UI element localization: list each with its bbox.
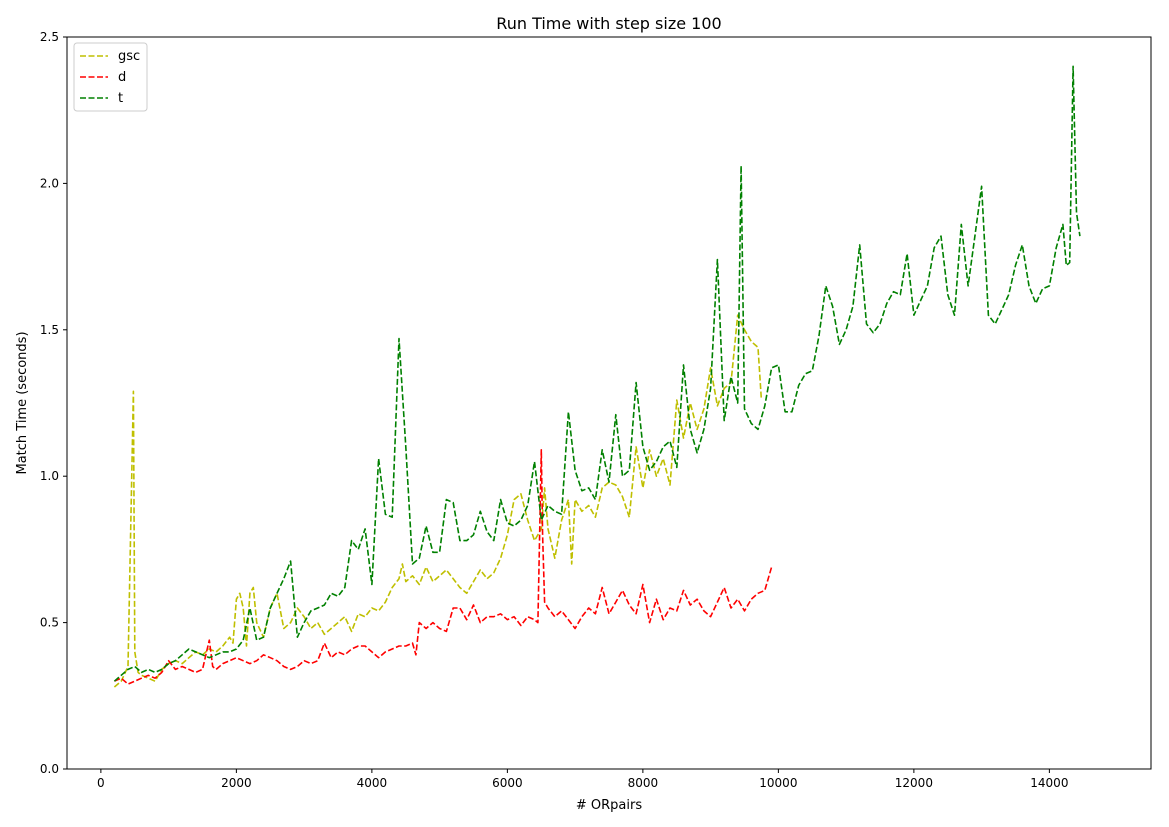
x-tick-label: 0 <box>97 776 105 790</box>
x-tick-label: 4000 <box>357 776 388 790</box>
y-tick-label: 0.5 <box>40 616 59 630</box>
chart-title: Run Time with step size 100 <box>496 14 721 33</box>
y-tick-label: 1.0 <box>40 469 59 483</box>
legend-label-t: t <box>118 91 123 106</box>
y-tick-label: 0.0 <box>40 762 59 776</box>
y-tick-label: 1.5 <box>40 323 59 337</box>
legend-box <box>73 42 148 112</box>
series-layer <box>113 65 1081 688</box>
x-tick-label: 6000 <box>492 776 523 790</box>
legend-label-d: d <box>118 70 126 85</box>
plot-frame <box>66 36 1152 770</box>
series-line-t <box>113 65 1081 682</box>
x-axis-label: # ORpairs <box>576 798 642 813</box>
x-tick-label: 10000 <box>759 776 797 790</box>
x-tick-label: 8000 <box>628 776 659 790</box>
series-line-d <box>114 448 773 685</box>
x-axis: 0 2000 4000 6000 8000 10000 12000 14000 <box>97 769 1068 790</box>
y-tick-label: 2.5 <box>40 30 59 44</box>
x-tick-label: 14000 <box>1030 776 1068 790</box>
legend-label-gsc: gsc <box>118 49 140 64</box>
legend: gsc dt <box>73 42 148 112</box>
y-tick-label: 2.0 <box>40 176 59 190</box>
x-tick-label: 12000 <box>895 776 933 790</box>
y-axis: 0.0 0.5 1.0 1.5 2.0 2.5 <box>40 30 67 776</box>
y-axis-label: Match Time (seconds) <box>15 331 30 474</box>
x-tick-label: 2000 <box>221 776 252 790</box>
series-line-gsc <box>113 314 763 688</box>
